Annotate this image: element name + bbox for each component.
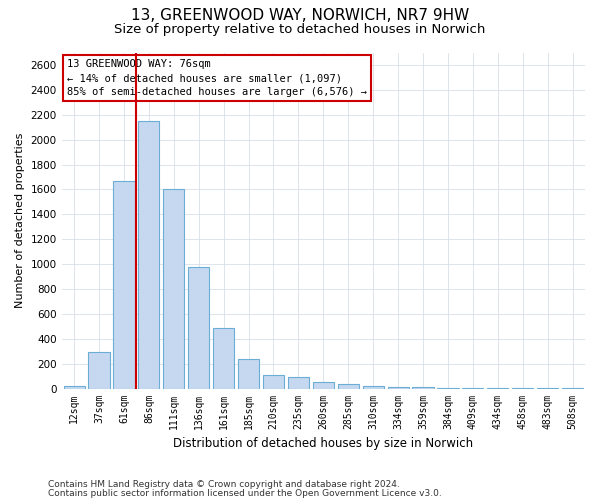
Bar — [113, 180, 134, 388]
Text: Size of property relative to detached houses in Norwich: Size of property relative to detached ho… — [115, 22, 485, 36]
Bar — [263, 375, 284, 388]
Y-axis label: Number of detached properties: Number of detached properties — [15, 133, 25, 308]
Bar — [188, 266, 209, 388]
Bar — [238, 358, 259, 388]
Bar — [313, 382, 334, 388]
X-axis label: Distribution of detached houses by size in Norwich: Distribution of detached houses by size … — [173, 437, 473, 450]
Text: Contains HM Land Registry data © Crown copyright and database right 2024.: Contains HM Land Registry data © Crown c… — [48, 480, 400, 489]
Bar — [138, 121, 160, 388]
Text: 13 GREENWOOD WAY: 76sqm
← 14% of detached houses are smaller (1,097)
85% of semi: 13 GREENWOOD WAY: 76sqm ← 14% of detache… — [67, 59, 367, 97]
Bar — [88, 352, 110, 388]
Bar — [338, 384, 359, 388]
Text: 13, GREENWOOD WAY, NORWICH, NR7 9HW: 13, GREENWOOD WAY, NORWICH, NR7 9HW — [131, 8, 469, 22]
Bar — [64, 386, 85, 388]
Bar — [213, 328, 234, 388]
Bar — [163, 190, 184, 388]
Bar — [362, 386, 384, 388]
Text: Contains public sector information licensed under the Open Government Licence v3: Contains public sector information licen… — [48, 488, 442, 498]
Bar — [288, 378, 309, 388]
